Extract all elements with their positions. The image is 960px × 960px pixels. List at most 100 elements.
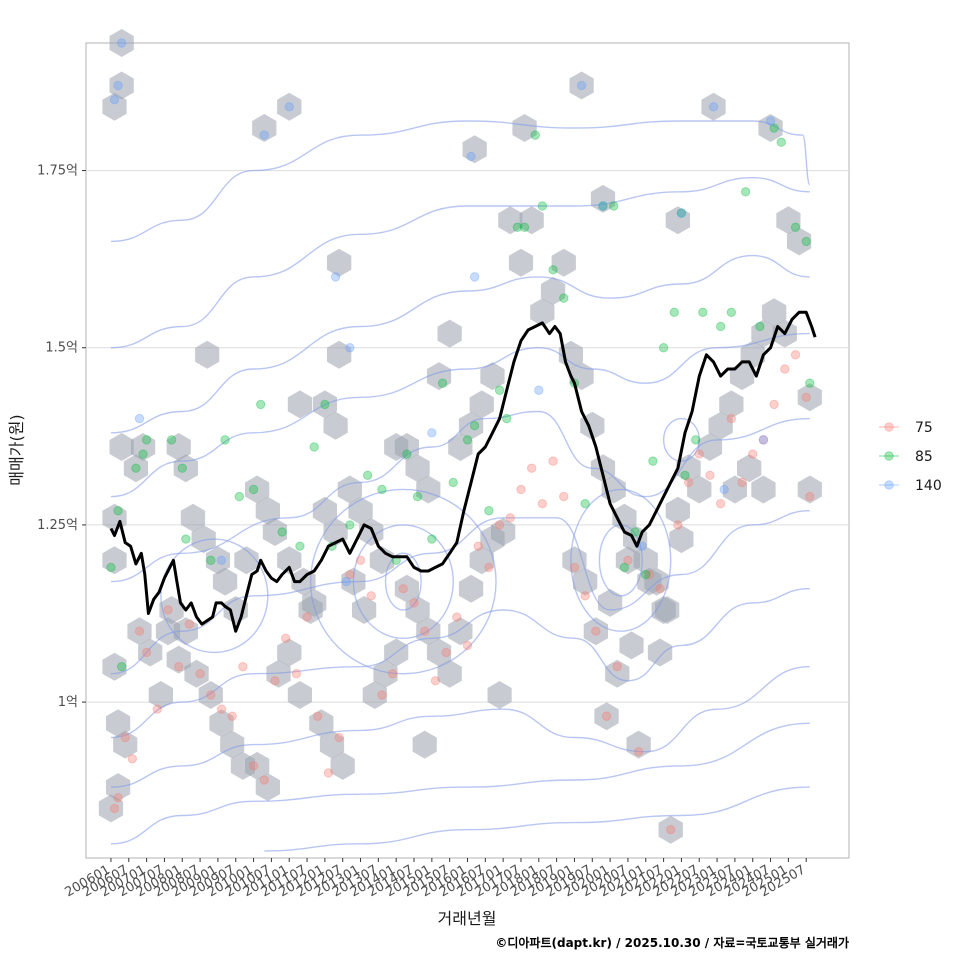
data-point-140 xyxy=(216,555,227,566)
x-axis-title: 거래년월 xyxy=(438,909,497,928)
hexbin-cell xyxy=(619,631,644,660)
hexbin-cell xyxy=(498,206,523,235)
data-point-85 xyxy=(277,527,287,537)
data-point-75 xyxy=(715,498,726,509)
hexbin-cell xyxy=(758,114,783,142)
hexbin-cell xyxy=(130,433,156,461)
density-contours xyxy=(110,120,811,852)
data-point-75 xyxy=(184,619,195,629)
data-point-85 xyxy=(548,265,558,275)
hexbin-cell xyxy=(323,411,348,440)
hexbin-cell xyxy=(195,340,220,369)
data-point-140 xyxy=(116,38,127,48)
legend-label: 140 xyxy=(915,478,942,494)
data-point-85 xyxy=(715,321,726,332)
data-point-85 xyxy=(206,555,216,566)
hexbin-cell xyxy=(583,617,608,646)
data-point-75 xyxy=(790,350,801,360)
hexbin-cell xyxy=(113,730,138,759)
hexbin-cell xyxy=(647,638,673,667)
data-point-75 xyxy=(673,520,683,530)
hexbin-cell xyxy=(327,340,352,369)
data-point-85 xyxy=(181,534,191,544)
data-point-75 xyxy=(505,513,515,523)
data-point-75 xyxy=(748,449,758,459)
data-point-140 xyxy=(469,272,480,282)
hexbin-cell xyxy=(487,681,512,709)
data-point-75 xyxy=(291,669,302,679)
legend-label: 85 xyxy=(915,449,933,465)
hexbin-cell xyxy=(330,751,355,780)
data-point-75 xyxy=(134,626,145,636)
data-point-75 xyxy=(537,498,548,509)
hexbin-cell xyxy=(234,546,259,575)
data-point-85 xyxy=(427,534,437,544)
hexbin-cell xyxy=(166,433,191,461)
legend-key-dot xyxy=(884,451,894,461)
hexbin-cell xyxy=(637,567,662,596)
hexbin-cell xyxy=(252,114,277,142)
contour-loop xyxy=(570,488,672,632)
contour-line xyxy=(264,786,810,852)
data-point-85 xyxy=(377,484,387,495)
data-point-75 xyxy=(127,754,138,764)
data-point-85 xyxy=(726,307,737,318)
hexbin-cell xyxy=(394,433,419,461)
hexbin-cell xyxy=(123,454,148,483)
hexbin-cell xyxy=(426,362,452,391)
data-point-85 xyxy=(469,420,480,431)
data-point-85 xyxy=(537,201,548,211)
hexbin-cell xyxy=(519,206,544,235)
data-point-75 xyxy=(623,555,633,566)
trend-line xyxy=(109,310,817,633)
data-point-140 xyxy=(576,80,587,91)
x-axis: 2006012006072007012007072008012008072009… xyxy=(62,857,849,900)
data-point-75 xyxy=(420,626,430,636)
hexbin-cell xyxy=(394,574,419,603)
data-point-140 xyxy=(708,102,719,112)
data-point-75 xyxy=(387,669,398,679)
data-point-75 xyxy=(559,491,569,502)
data-point-75 xyxy=(612,661,622,672)
data-point-75 xyxy=(726,413,737,424)
data-point-85 xyxy=(630,527,640,537)
source-caption: ©디아파트(dapt.kr) / 2025.10.30 / 자료=국토교통부 실… xyxy=(495,935,849,950)
data-point-140 xyxy=(134,413,145,424)
contour-loop xyxy=(352,524,454,640)
data-point-85 xyxy=(141,435,152,445)
hexbin-cell xyxy=(480,525,505,554)
hexbin-cell xyxy=(669,525,694,554)
hexbin-cell xyxy=(469,546,494,575)
hexbin-cell xyxy=(109,433,134,461)
contour-loop xyxy=(384,552,422,611)
data-point-75 xyxy=(152,704,163,714)
data-point-85 xyxy=(658,343,669,353)
data-point-75 xyxy=(655,583,665,594)
data-point-140 xyxy=(719,484,729,495)
data-point-85 xyxy=(113,506,123,516)
hexbin-cell xyxy=(287,681,312,709)
hexbin-cell xyxy=(426,638,452,667)
data-point-85 xyxy=(790,222,801,232)
y-tick-label: 1.5억 xyxy=(45,341,78,356)
data-point-75 xyxy=(780,364,790,374)
hexbin-cell xyxy=(458,574,484,603)
hexbin-cell xyxy=(665,496,690,525)
data-point-85 xyxy=(295,541,305,551)
data-point-75 xyxy=(163,605,173,615)
data-point-75 xyxy=(113,793,123,803)
data-point-75 xyxy=(259,775,269,785)
data-point-75 xyxy=(195,669,205,679)
data-point-85 xyxy=(530,130,540,140)
data-point-75 xyxy=(109,803,120,814)
data-point-140 xyxy=(345,343,355,353)
hexbin-cell xyxy=(245,475,270,504)
data-point-85 xyxy=(345,520,355,530)
data-point-75 xyxy=(313,711,323,721)
data-point-85 xyxy=(619,562,630,573)
hexbin-cell xyxy=(722,475,747,504)
hexbin-cell xyxy=(776,206,801,235)
hexbin-cell xyxy=(569,71,594,100)
hexbin-cell xyxy=(665,206,690,235)
data-point-85 xyxy=(669,307,679,318)
